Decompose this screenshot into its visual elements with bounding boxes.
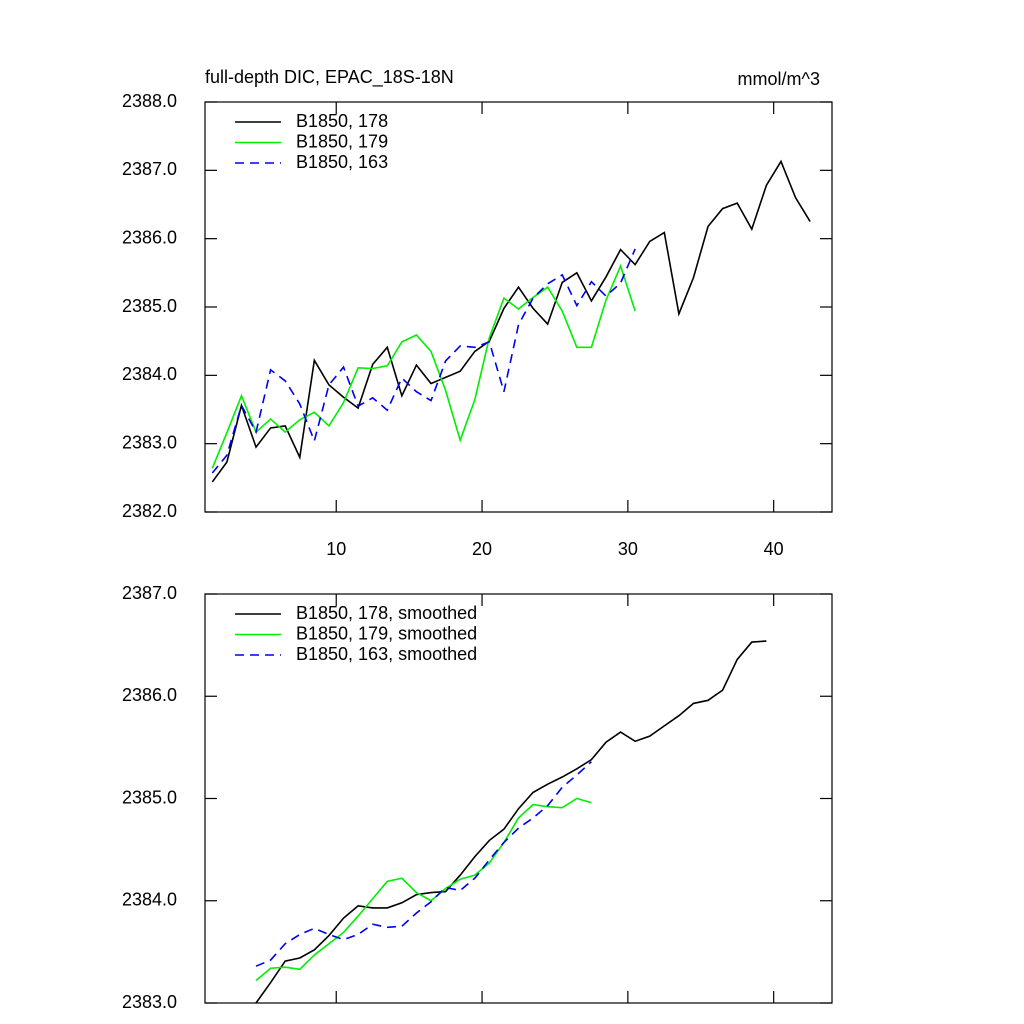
series-line [211,263,636,469]
y-tick-label: 2388.0 [122,91,177,111]
units-label: mmol/m^3 [738,69,820,89]
y-tick-label: 2383.0 [122,432,177,452]
legend-label: B1850, 163 [296,152,388,172]
x-tick-label: 10 [326,539,346,559]
legend-label: B1850, 179 [296,131,388,151]
x-tick-label: 30 [618,539,638,559]
legend-label: B1850, 179, smoothed [296,623,477,643]
y-tick-label: 2382.0 [122,501,177,521]
series-line [255,640,767,1003]
series-line [255,761,592,967]
x-tick-label: 40 [764,539,784,559]
x-tick-label: 20 [472,539,492,559]
series-line [211,159,811,483]
series-line [255,797,592,982]
y-tick-label: 2386.0 [122,227,177,247]
y-tick-label: 2384.0 [122,890,177,910]
panel: 2383.0 2384.0 2385.0 2386.0 2387.0 B1850, 178… [122,583,833,1012]
y-tick-label: 2385.0 [122,296,177,316]
legend-label: B1850, 178 [296,111,388,131]
panel: full-depth DIC, EPAC_18S-18N mmol/m^3 2382… [122,67,833,559]
legend-label: B1850, 163, smoothed [296,644,477,664]
y-tick-label: 2383.0 [122,992,177,1012]
y-tick-label: 2387.0 [122,159,177,179]
y-tick-label: 2386.0 [122,685,177,705]
y-tick-label: 2384.0 [122,364,177,384]
y-tick-label: 2385.0 [122,787,177,807]
series-line [211,248,636,474]
y-tick-label: 2387.0 [122,583,177,603]
chart-title: full-depth DIC, EPAC_18S-18N [205,67,454,88]
legend-label: B1850, 178, smoothed [296,603,477,623]
